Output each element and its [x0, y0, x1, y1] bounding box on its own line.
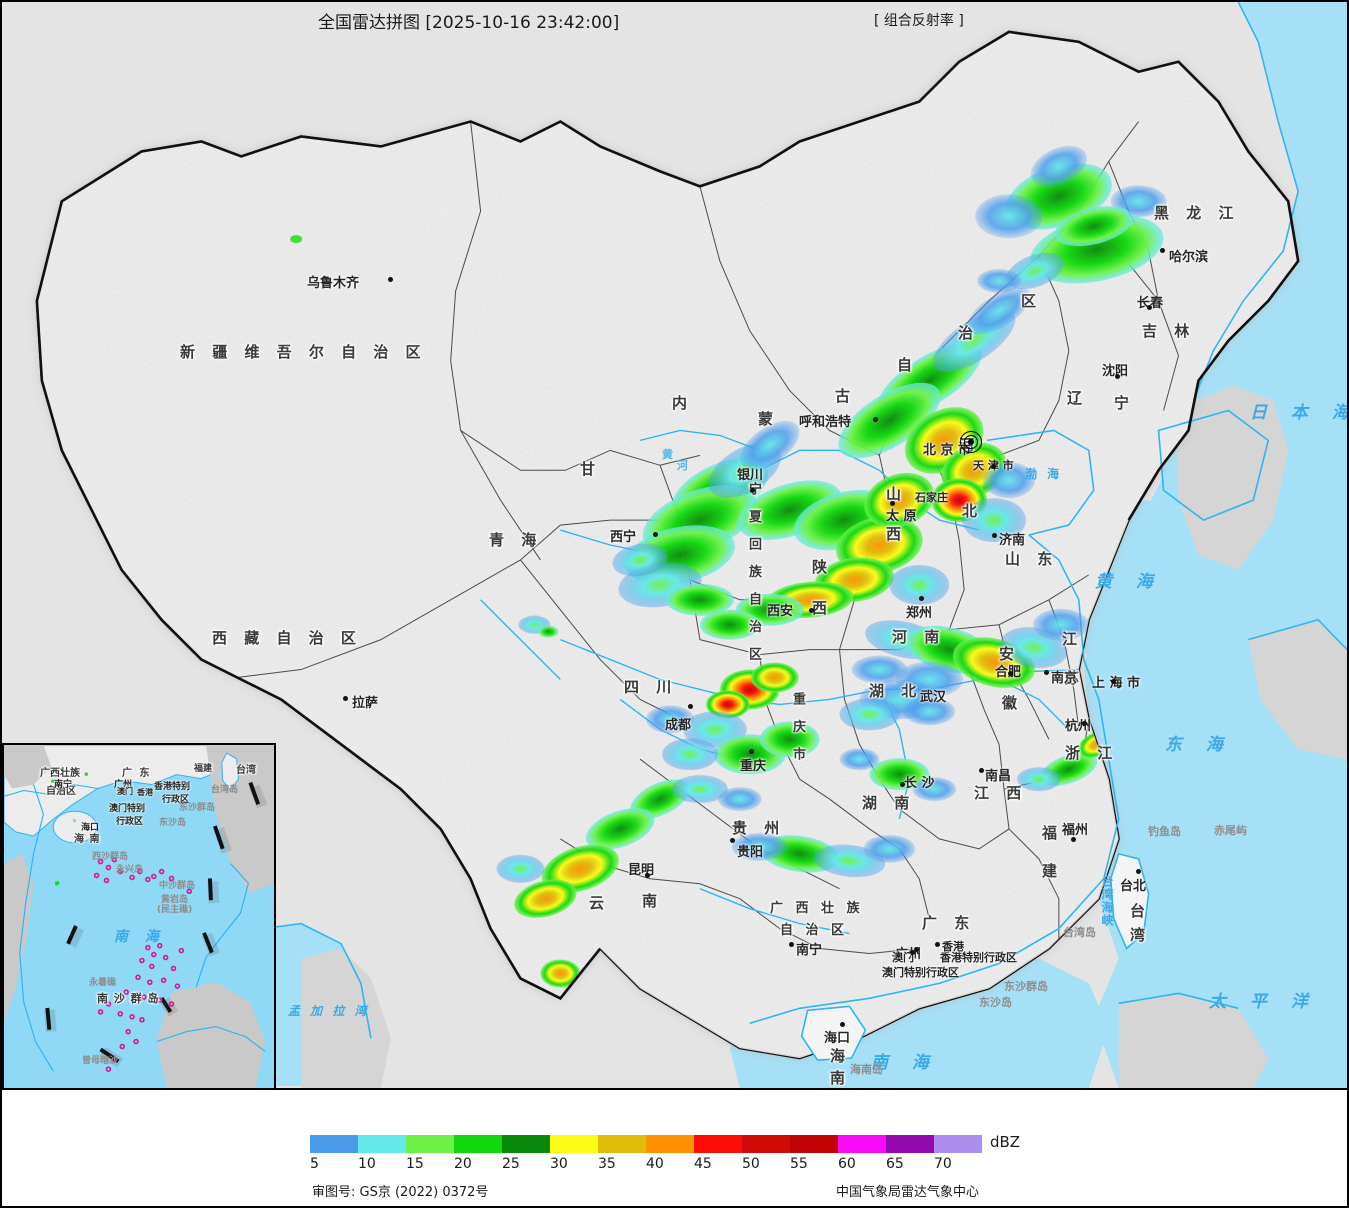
colorbar-tick-35: 35 [598, 1156, 616, 1172]
city-dot-fuzhou [1071, 837, 1076, 842]
echo-central-east [851, 608, 1089, 698]
city-dot-urumqi [388, 277, 393, 282]
city-dot-nanning [789, 942, 794, 947]
radar-echo-layer [290, 145, 1167, 988]
colorbar-swatch-35 [598, 1135, 646, 1153]
city-dot-yinchuan [750, 488, 755, 493]
zhongsha-reefs [151, 868, 193, 895]
colorbar-tick-20: 20 [454, 1156, 472, 1172]
colorbar-swatch-40 [646, 1135, 694, 1153]
echo-north-china [838, 287, 1035, 543]
colorbar-swatch-50 [742, 1135, 790, 1153]
reflectivity-colorbar [310, 1135, 982, 1153]
city-dot-nanchang [979, 768, 984, 773]
city-dot-xining [653, 532, 658, 537]
colorbar-swatch-25 [502, 1135, 550, 1153]
city-dot-aomen [910, 950, 915, 955]
colorbar-tick-10: 10 [358, 1156, 376, 1172]
colorbar-swatch-5 [310, 1135, 358, 1153]
colorbar-swatch-30 [550, 1135, 598, 1153]
echo-southwest [496, 775, 762, 988]
city-dot-chengdu [688, 704, 693, 709]
colorbar-tick-65: 65 [886, 1156, 904, 1172]
city-dot-xianggang [935, 942, 940, 947]
colorbar-tick-45: 45 [694, 1156, 712, 1172]
city-dot-nanjing [1044, 670, 1049, 675]
city-dot-hefei [1008, 671, 1013, 676]
legend-title: 全国雷达拼图 [2025-10-16 23:42:00] [318, 13, 620, 33]
city-dot-lhasa [343, 696, 348, 701]
colorbar-tick-15: 15 [406, 1156, 424, 1172]
city-dot-guangzhou [914, 947, 919, 952]
issuing-center-label: 中国气象局雷达气象中心 [836, 1185, 980, 1200]
colorbar-tick-labels: 5 10 15 20 25 30 35 40 45 50 55 60 65 70 [310, 1156, 1110, 1176]
beijing-radar-marker-icon [960, 431, 982, 453]
inset-svg [4, 745, 274, 1088]
city-dot-chongqing [749, 749, 754, 754]
city-dot-zhengzhou [919, 596, 924, 601]
city-dot-taibei [1136, 869, 1141, 874]
colorbar-swatch-45 [694, 1135, 742, 1153]
colorbar-swatch-60 [838, 1135, 886, 1153]
neighbor-land [301, 385, 1347, 1088]
map-approval-number: 审图号: GS京 (2022) 0372号 [312, 1185, 489, 1200]
china-radar-map[interactable]: 新 疆 维 吾 尔 自 治 区 西 藏 自 治 区 青 海 内 蒙 古 自 治 … [0, 0, 1349, 1090]
map-svg [2, 2, 1347, 1088]
city-dot-hangzhou [1082, 721, 1087, 726]
colorbar-tick-55: 55 [790, 1156, 808, 1172]
city-dot-guiyang [730, 838, 735, 843]
colorbar-swatch-20 [454, 1135, 502, 1153]
echo-northeast [975, 145, 1167, 293]
map-graphics-layer [2, 2, 1347, 1088]
city-dot-kunming [645, 873, 650, 878]
city-dot-changsha [900, 782, 905, 787]
colorbar-tick-5: 5 [310, 1156, 319, 1172]
colorbar-swatch-55 [790, 1135, 838, 1153]
city-dot-huhehaote [873, 417, 878, 422]
colorbar-swatch-65 [886, 1135, 934, 1153]
city-dot-haikou [840, 1022, 845, 1027]
city-dot-haerbin [1160, 248, 1165, 253]
colorbar-tick-25: 25 [502, 1156, 520, 1172]
colorbar-unit-label: dBZ [990, 1133, 1021, 1151]
south-china-sea-inset-map[interactable]: 广西壮族 自治区 广 东 福建 台湾 香港特别 行政区 澳门特别 行政区 台湾岛… [2, 743, 276, 1088]
echo-qinghai [518, 615, 559, 638]
echo-northwest-band [612, 421, 950, 640]
echo-sichuan [646, 662, 820, 775]
city-dot-jinan [992, 533, 997, 538]
city-dot-shenyang [1115, 374, 1120, 379]
city-dot-tianjin [991, 464, 996, 469]
inset-echo-dots [51, 772, 88, 888]
colorbar-tick-70: 70 [934, 1156, 952, 1172]
city-dot-xian [809, 608, 814, 613]
echo-xinjiang [290, 235, 303, 244]
colorbar-tick-30: 30 [550, 1156, 568, 1172]
legend-product-label: [ 组合反射率 ] [874, 13, 964, 29]
echo-hubei [839, 679, 956, 731]
echo-south [731, 832, 916, 878]
colorbar-tick-50: 50 [742, 1156, 760, 1172]
echo-hunan-jiangxi [839, 748, 957, 802]
city-dot-changchun [1147, 305, 1152, 310]
nansha-reefs [97, 942, 185, 1072]
colorbar-tick-60: 60 [838, 1156, 856, 1172]
colorbar-tick-40: 40 [646, 1156, 664, 1172]
colorbar-swatch-15 [406, 1135, 454, 1153]
colorbar-swatch-10 [358, 1135, 406, 1153]
city-dot-shanghai [1111, 679, 1116, 684]
city-dot-taiyuan [890, 501, 895, 506]
colorbar-swatch-70 [934, 1135, 982, 1153]
xisha-reefs [93, 856, 151, 884]
